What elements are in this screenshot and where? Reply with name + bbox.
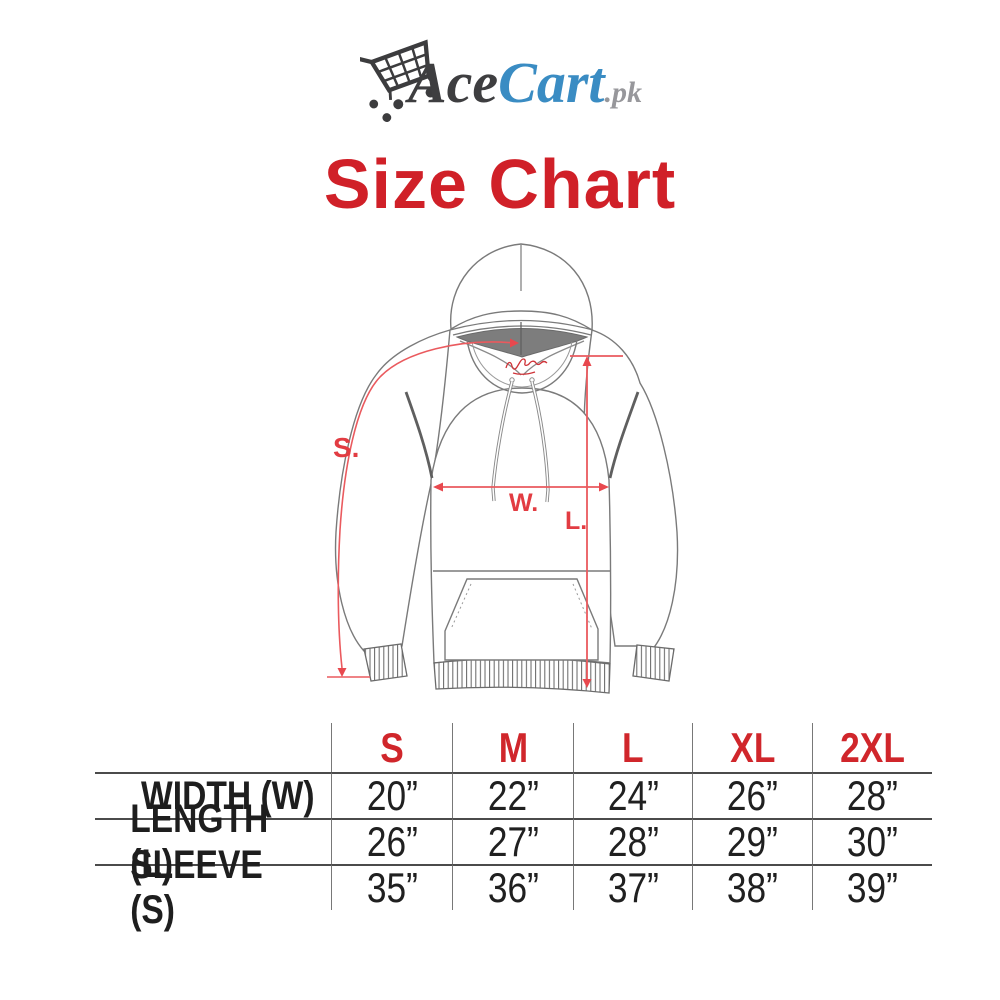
- hood-interior: [455, 328, 589, 358]
- kangaroo-pocket: [444, 578, 599, 661]
- logo-text-cart: Cart: [498, 50, 605, 115]
- drawstrings: [491, 377, 550, 503]
- measurement-row-label: LENGTH (L): [95, 797, 331, 886]
- sleeve-measure-line: [327, 338, 519, 678]
- pocket-stitch-left: [450, 583, 472, 630]
- shoulder-seam-right: [608, 391, 640, 479]
- sleeve-label: S.: [333, 432, 359, 463]
- length-measure-line: [570, 355, 623, 688]
- size-chart-title: Size Chart: [323, 145, 677, 223]
- size-column-header: S: [331, 723, 452, 772]
- acecart-logo: AceCart.pk: [360, 38, 664, 122]
- shoulder-seam-left: [404, 391, 434, 479]
- shopping-cart-icon: [360, 39, 436, 122]
- size-table: S M L XL 2XL WIDTH (W) 20” 22” 24” 26” 2…: [95, 723, 932, 932]
- size-column-header: XL: [692, 723, 812, 772]
- hood: [449, 243, 594, 394]
- table-corner-cell: [95, 723, 331, 772]
- pocket-stitch-right: [572, 583, 593, 630]
- size-value-cell: 20”: [331, 772, 452, 819]
- brand-signature-icon: [505, 358, 548, 375]
- size-value-cell: 39”: [812, 864, 932, 911]
- size-value-cell: 22”: [452, 772, 573, 819]
- size-value-cell: 36”: [452, 864, 573, 911]
- size-value-cell: 28”: [573, 818, 692, 865]
- size-column-header: 2XL: [812, 723, 932, 772]
- logo-wordmark: AceCart.pk: [408, 54, 642, 112]
- measurement-row-label: SLEEVE (S): [95, 843, 331, 932]
- measurement-row-label: WIDTH (W): [95, 772, 331, 818]
- width-label: W.: [509, 489, 538, 517]
- hoodie-diagram: S. W. L.: [327, 243, 679, 694]
- cuff-left: [363, 643, 408, 682]
- size-column-header: L: [573, 723, 692, 772]
- size-value-cell: 30”: [812, 818, 932, 865]
- hem-band: [433, 657, 611, 694]
- size-value-cell: 24”: [573, 772, 692, 819]
- size-value-cell: 35”: [331, 864, 452, 911]
- length-label: L.: [565, 507, 587, 535]
- cuff-right: [632, 644, 675, 682]
- size-value-cell: 27”: [452, 818, 573, 865]
- size-value-cell: 38”: [692, 864, 812, 911]
- size-value-cell: 28”: [812, 772, 932, 819]
- size-value-cell: 26”: [331, 818, 452, 865]
- logo-text-pk: .pk: [604, 76, 643, 109]
- size-value-cell: 29”: [692, 818, 812, 865]
- size-value-cell: 37”: [573, 864, 692, 911]
- logo-text-ace: Ace: [408, 50, 499, 115]
- width-measure-arrow: [433, 482, 609, 492]
- size-value-cell: 26”: [692, 772, 812, 819]
- size-column-header: M: [452, 723, 573, 772]
